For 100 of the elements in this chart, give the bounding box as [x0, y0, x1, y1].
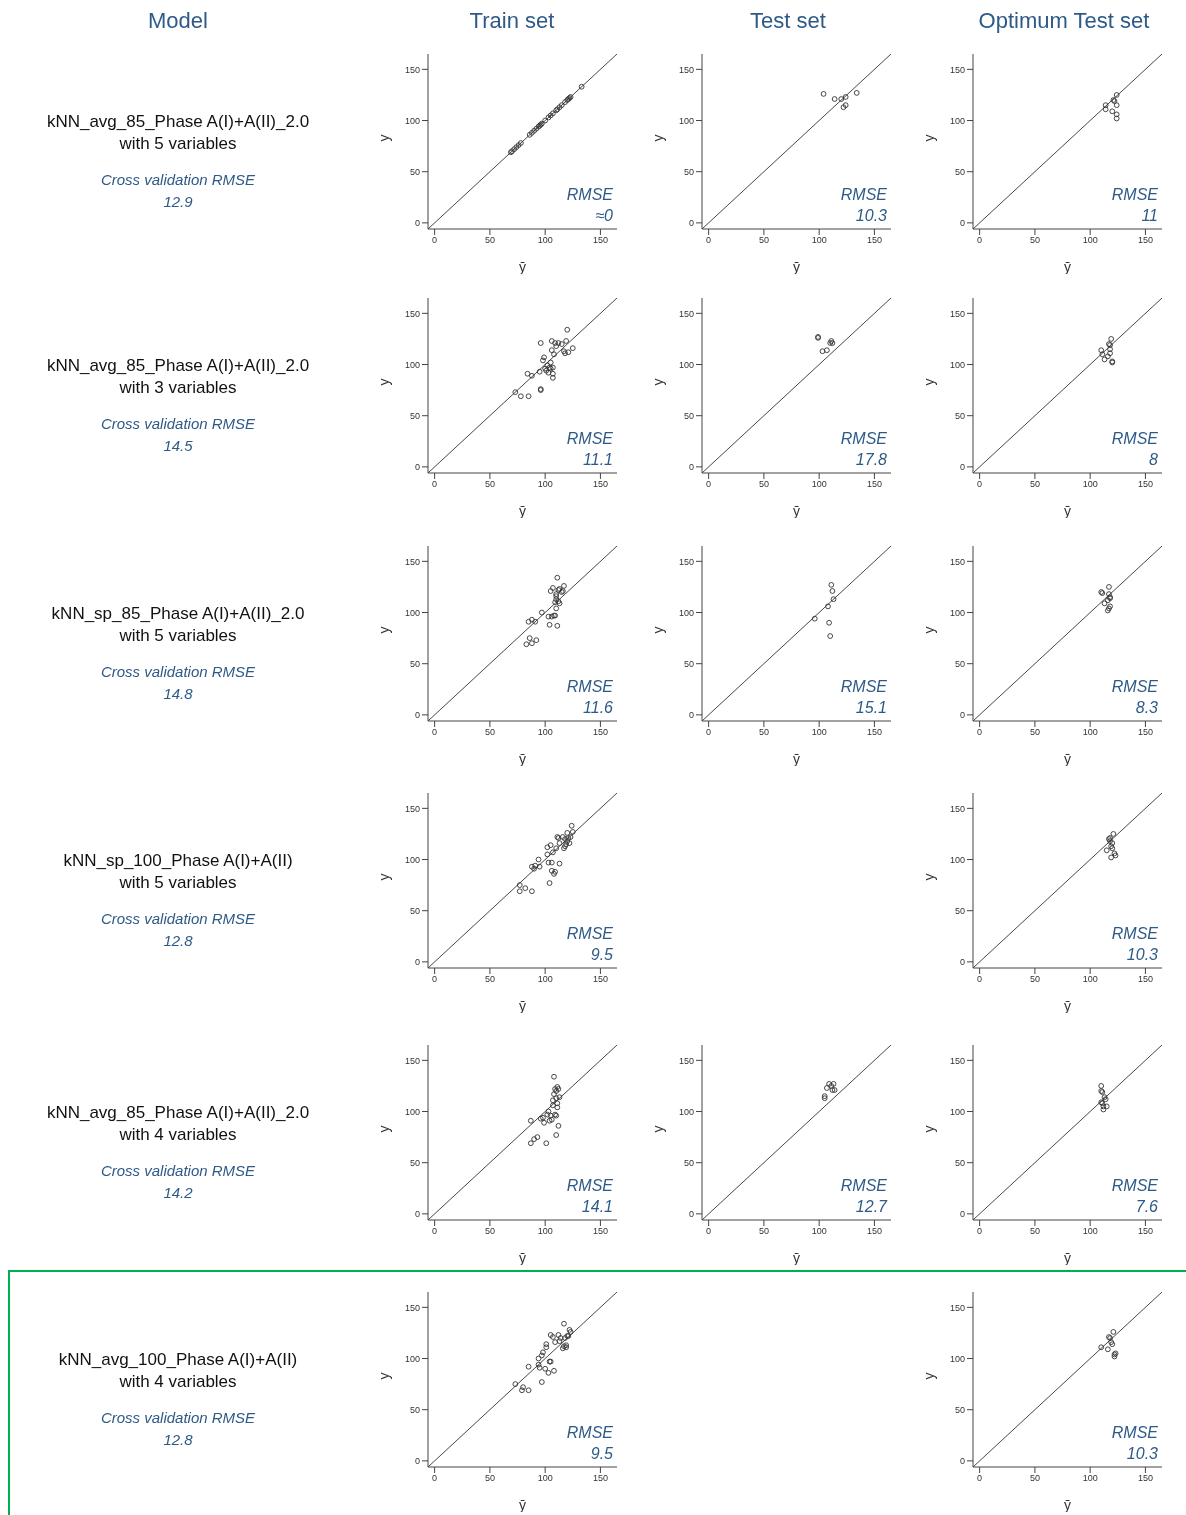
x-tick-label: 50 [484, 235, 495, 246]
annotation: RMSE [566, 924, 613, 944]
text: Model [147, 8, 209, 34]
y-tick-label: 100 [949, 1353, 965, 1364]
y-tick-label: 150 [404, 1302, 420, 1313]
y-tick-label: 150 [949, 1055, 965, 1066]
x-axis-title: ȳ [1064, 259, 1071, 275]
annotation: 8 [1148, 450, 1158, 470]
x-tick-label: 0 [977, 1226, 983, 1237]
y-tick-label: 0 [688, 462, 694, 473]
y-tick-label: 150 [949, 64, 965, 75]
text: 12.8 [162, 931, 194, 951]
annotation: RMSE [566, 1423, 613, 1443]
x-tick-label: 100 [1082, 974, 1098, 985]
y-tick-label: 150 [404, 308, 420, 319]
annotation: RMSE [1111, 1423, 1158, 1443]
x-tick-label: 150 [866, 1226, 882, 1237]
y-tick-label: 50 [954, 410, 965, 421]
x-axis-title: ȳ [519, 998, 526, 1014]
y-axis-title: y [649, 626, 666, 634]
text: Cross validation RMSE [99, 909, 257, 929]
text: Test set [749, 8, 827, 34]
text: with 5 variables [118, 872, 238, 894]
text: Cross validation RMSE [99, 414, 257, 434]
annotation: 17.8 [854, 450, 887, 470]
y-tick-label: 0 [959, 1456, 965, 1467]
y-axis-title: y [375, 1125, 392, 1133]
y-tick-label: 150 [949, 556, 965, 567]
y-tick-label: 100 [404, 854, 420, 865]
y-tick-label: 100 [949, 359, 965, 370]
x-axis-title: ȳ [1064, 998, 1071, 1014]
x-tick-label: 100 [1082, 1226, 1098, 1237]
x-axis-title: ȳ [519, 1497, 526, 1513]
x-tick-label: 50 [1029, 727, 1040, 738]
x-tick-label: 150 [1137, 235, 1153, 246]
x-tick-label: 50 [484, 1473, 495, 1484]
y-axis-title: y [920, 1125, 937, 1133]
y-tick-label: 50 [954, 1157, 965, 1168]
y-tick-label: 0 [959, 957, 965, 968]
y-tick-label: 150 [949, 308, 965, 319]
text: Optimum Test set [977, 8, 1151, 34]
text: 12.9 [162, 192, 194, 212]
y-tick-label: 150 [678, 308, 694, 319]
y-tick-label: 0 [959, 218, 965, 229]
x-tick-label: 100 [1082, 479, 1098, 490]
x-tick-label: 0 [432, 235, 438, 246]
x-tick-label: 0 [706, 235, 712, 246]
y-axis-title: y [920, 626, 937, 634]
annotation: RMSE [1111, 1176, 1158, 1196]
y-tick-label: 50 [683, 658, 694, 669]
text: with 5 variables [118, 625, 238, 647]
y-tick-label: 50 [954, 658, 965, 669]
text: Cross validation RMSE [99, 1161, 257, 1181]
x-axis-title: ȳ [793, 1250, 800, 1266]
x-axis-title: ȳ [1064, 751, 1071, 767]
text: kNN_avg_85_Phase A(I)+A(II)_2.0 [45, 355, 311, 377]
text: with 4 variables [118, 1124, 238, 1146]
text: Cross validation RMSE [99, 1408, 257, 1428]
text: 14.8 [162, 684, 194, 704]
y-tick-label: 100 [404, 359, 420, 370]
x-tick-label: 0 [977, 235, 983, 246]
x-tick-label: 0 [977, 479, 983, 490]
annotation: 12.7 [854, 1197, 887, 1217]
y-tick-label: 100 [404, 115, 420, 126]
y-axis-title: y [375, 378, 392, 386]
x-tick-label: 100 [811, 235, 827, 246]
y-tick-label: 50 [683, 1157, 694, 1168]
y-tick-label: 100 [949, 607, 965, 618]
x-tick-label: 150 [592, 1473, 608, 1484]
text: kNN_avg_85_Phase A(I)+A(II)_2.0 [45, 1102, 311, 1124]
annotation: RMSE [840, 429, 887, 449]
annotation: RMSE [1111, 924, 1158, 944]
x-axis-title: ȳ [519, 1250, 526, 1266]
text: Cross validation RMSE [99, 662, 257, 682]
text: with 5 variables [118, 133, 238, 155]
annotation: RMSE [566, 1176, 613, 1196]
text: with 4 variables [118, 1371, 238, 1393]
y-tick-label: 100 [678, 115, 694, 126]
annotation: RMSE [1111, 185, 1158, 205]
x-tick-label: 50 [1029, 1226, 1040, 1237]
x-tick-label: 100 [1082, 1473, 1098, 1484]
y-axis-title: y [920, 873, 937, 881]
x-axis-title: ȳ [793, 259, 800, 275]
y-tick-label: 50 [409, 410, 420, 421]
x-tick-label: 150 [866, 479, 882, 490]
x-tick-label: 150 [592, 1226, 608, 1237]
y-tick-label: 50 [683, 410, 694, 421]
x-tick-label: 0 [977, 727, 983, 738]
annotation: 11 [1140, 206, 1158, 226]
x-tick-label: 150 [1137, 1473, 1153, 1484]
y-tick-label: 50 [954, 166, 965, 177]
y-tick-label: 100 [678, 359, 694, 370]
x-tick-label: 0 [432, 974, 438, 985]
x-tick-label: 0 [706, 1226, 712, 1237]
x-axis-title: ȳ [519, 259, 526, 275]
annotation: ≈0 [594, 206, 613, 226]
y-tick-label: 0 [688, 710, 694, 721]
y-tick-label: 0 [414, 1209, 420, 1220]
x-tick-label: 0 [977, 1473, 983, 1484]
y-axis-title: y [649, 134, 666, 142]
